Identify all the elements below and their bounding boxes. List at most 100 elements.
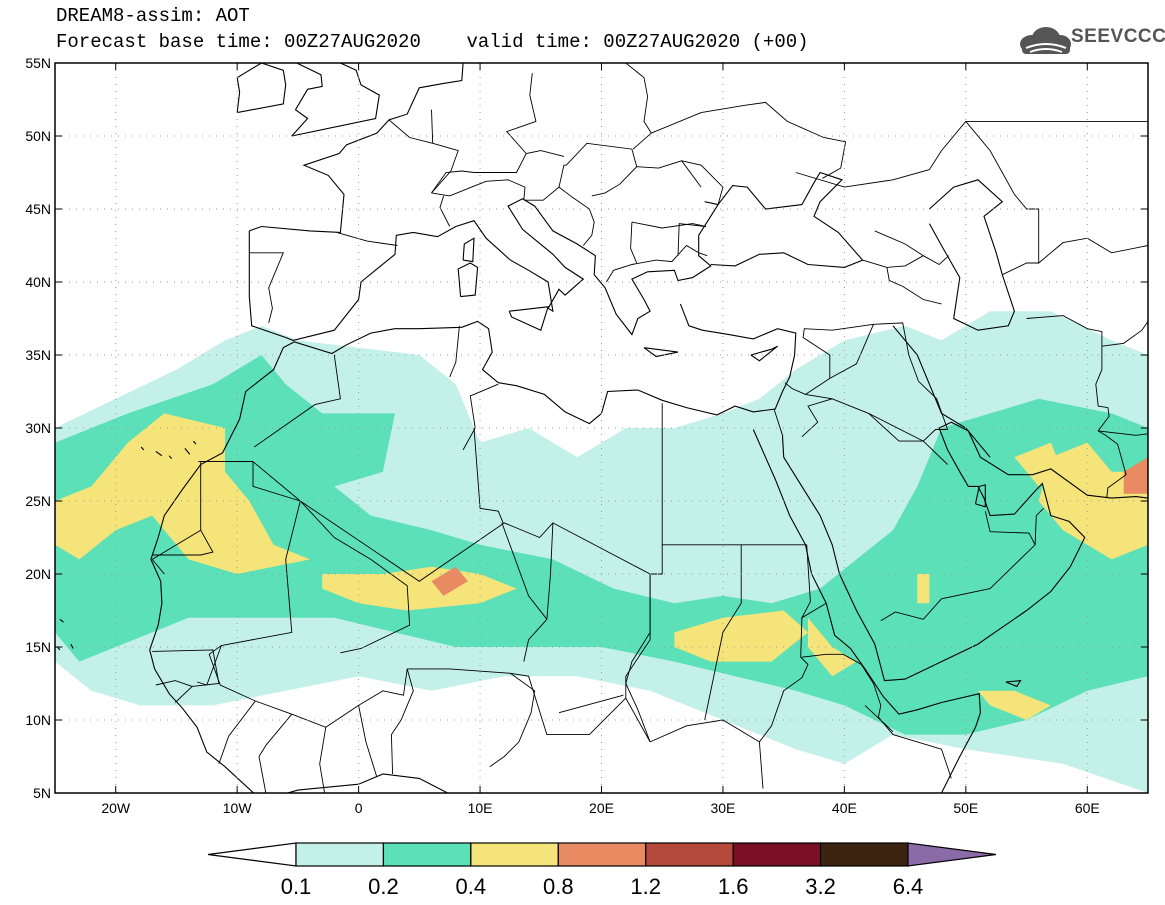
lon-labels: 20W 10W 0 10E 20E 30E 40E 50E 60E	[101, 800, 1099, 816]
country-border	[1026, 315, 1127, 499]
country-border	[922, 440, 948, 465]
coastline-layer	[56, 63, 1148, 793]
cloud-icon	[1020, 27, 1071, 54]
country-border	[473, 427, 504, 524]
lon-tick-label: 20W	[101, 800, 131, 816]
country-border	[358, 705, 378, 778]
country-border	[506, 94, 537, 154]
coastline	[155, 450, 163, 457]
lat-tick-label: 15N	[25, 639, 51, 655]
colorbar-label: 0.2	[368, 874, 399, 899]
coastline	[643, 347, 679, 358]
lat-labels: 55N 50N 45N 40N 35N 30N 25N 20N 15N 10N 5N	[25, 55, 51, 801]
country-border	[874, 230, 924, 257]
country-border	[155, 680, 193, 687]
lat-tick-label: 10N	[25, 712, 51, 728]
lon-tick-label: 10W	[223, 800, 253, 816]
country-border	[677, 223, 706, 256]
country-border	[439, 195, 451, 227]
colorbar-swatch	[382, 842, 472, 867]
country-border	[299, 500, 411, 654]
coastline	[781, 421, 1148, 682]
country-border	[773, 408, 783, 436]
country-border	[431, 179, 526, 201]
aot-contour-level-4	[1123, 457, 1148, 494]
coastline	[149, 303, 797, 793]
coastline	[285, 773, 449, 793]
lon-tick-label: 50E	[953, 800, 978, 816]
aot-contour-level-4	[431, 566, 468, 596]
coastline	[457, 262, 479, 298]
country-border	[802, 322, 949, 430]
coastline	[704, 201, 719, 206]
country-border	[1101, 321, 1148, 347]
country-border	[558, 694, 624, 714]
aot-contour-level-3	[978, 690, 1051, 720]
country-border	[886, 267, 942, 305]
colorbar-swatch	[732, 842, 822, 867]
lat-tick-label: 50N	[25, 128, 51, 144]
country-border	[258, 713, 293, 793]
lon-tick-label: 10E	[468, 800, 493, 816]
lon-tick-label: 30E	[710, 800, 735, 816]
country-border	[489, 672, 536, 768]
country-border	[218, 700, 256, 764]
coastline	[462, 237, 475, 263]
country-border	[336, 231, 398, 246]
logo-text: SEEVCCC	[1071, 26, 1165, 47]
country-border	[253, 354, 341, 448]
country-border	[650, 544, 663, 575]
country-border	[873, 683, 952, 779]
country-border	[606, 244, 708, 283]
colorbar-label: 6.4	[893, 874, 924, 899]
coastline	[928, 179, 1015, 331]
colorbar-swatch	[645, 842, 734, 867]
aot-map: 55N 50N 45N 40N 35N 30N 25N 20N 15N 10N 5N 20W 10W 0…	[25, 55, 1149, 816]
country-border	[1034, 507, 1044, 545]
colorbar-swatch	[470, 842, 559, 867]
coastline	[59, 618, 64, 623]
coastline	[291, 63, 380, 137]
coastline	[70, 643, 74, 649]
country-border	[388, 119, 459, 194]
country-border	[501, 522, 548, 620]
coastline	[750, 345, 778, 362]
country-border	[625, 63, 649, 97]
country-border	[630, 222, 638, 264]
lon-tick-label: 0	[355, 800, 363, 816]
aot-contour-level-3	[917, 574, 930, 604]
lat-tick-label: 35N	[25, 347, 51, 363]
country-border	[631, 221, 706, 229]
lat-tick-label: 30N	[25, 420, 51, 436]
colorbar-swatch	[819, 842, 909, 867]
country-border	[208, 461, 627, 736]
aot-field-layer	[55, 311, 1148, 793]
country-border	[649, 719, 760, 743]
lon-tick-label: 40E	[832, 800, 857, 816]
country-border	[868, 413, 924, 442]
coastline	[184, 448, 191, 455]
country-border	[795, 120, 1148, 188]
country-border	[864, 705, 894, 733]
coastline	[236, 63, 287, 114]
lon-tick-label: 60E	[1075, 800, 1100, 816]
colorbar-swatch	[295, 842, 385, 867]
country-border	[800, 544, 827, 620]
country-border	[965, 121, 1148, 264]
colorbar-label: 1.2	[630, 874, 661, 899]
country-border	[801, 398, 833, 438]
country-border	[862, 255, 950, 268]
country-border	[431, 170, 475, 194]
country-border	[801, 653, 874, 684]
country-border	[681, 160, 724, 205]
country-border	[529, 73, 533, 96]
lon-tick-label: 20E	[589, 800, 614, 816]
lat-tick-label: 25N	[25, 493, 51, 509]
country-border	[625, 574, 651, 684]
country-border	[1098, 430, 1148, 436]
country-border	[390, 668, 414, 775]
chart-title: DREAM8-assim: AOT	[56, 5, 250, 27]
aot-contour-level-3	[322, 566, 517, 611]
axis-ticks	[55, 62, 1148, 794]
aot-contour-level-3	[1014, 442, 1063, 487]
